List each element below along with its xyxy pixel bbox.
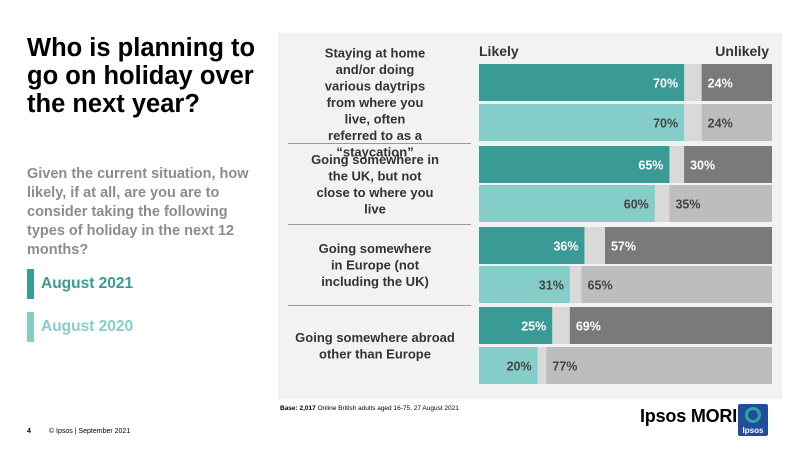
chart-panel: Likely Unlikely Staying at home and/or doin… <box>278 33 782 399</box>
label-likely-2021-1: 70% <box>653 77 678 91</box>
label-likely-2020-4: 20% <box>507 360 532 374</box>
copyright-text: © Ipsos | September 2021 <box>48 428 131 435</box>
bar-likely-2021-2 <box>479 146 670 183</box>
category-label-1: Staying at home and/or doing various daytr… <box>325 46 425 160</box>
label-likely-2020-3: 31% <box>539 279 564 293</box>
category-label-4: Going somewhere abroad other than Europe <box>295 330 455 362</box>
label-unlikely-2020-1: 24% <box>708 117 733 131</box>
header-likely: Likely <box>479 43 519 59</box>
legend-swatch-2020 <box>27 312 34 342</box>
bar-likely-2021-4 <box>479 307 553 344</box>
label-likely-2021-4: 25% <box>521 320 546 334</box>
bar-likely-2020-1 <box>479 104 685 141</box>
ipsos-logo-mark-text: Ipsos <box>743 426 764 435</box>
bar-likely-2020-3 <box>479 266 570 303</box>
bar-likely-2020-4 <box>479 347 538 384</box>
label-unlikely-2020-4: 77% <box>552 360 577 374</box>
bar-likely-2021-1 <box>479 64 685 101</box>
legend-label-2020: August 2020 <box>41 318 134 335</box>
bar-unlikely-2021-2 <box>684 146 772 183</box>
ipsos-logo-icon: Ipsos <box>738 404 768 436</box>
label-likely-2020-2: 60% <box>624 198 649 212</box>
slide-subtitle: Given the current situation, how likely,… <box>27 166 249 258</box>
label-unlikely-2021-4: 69% <box>576 320 601 334</box>
bar-unlikely-2021-3 <box>604 227 772 264</box>
label-likely-2021-3: 36% <box>553 240 578 254</box>
legend-label-2021: August 2021 <box>41 275 134 292</box>
label-unlikely-2021-1: 24% <box>708 77 733 91</box>
bar-unlikely-2020-2 <box>669 185 772 222</box>
base-note: Base: 2,017 Online British adults aged 1… <box>280 405 459 412</box>
label-unlikely-2021-3: 57% <box>611 240 636 254</box>
label-unlikely-2021-2: 30% <box>690 159 715 173</box>
category-label-3: Going somewhere in Europe (not including t… <box>319 241 432 289</box>
bar-unlikely-2021-1 <box>701 64 772 101</box>
base-note-text: Online British adults aged 16-75, 27 Aug… <box>315 405 459 412</box>
label-likely-2020-1: 70% <box>653 117 678 131</box>
label-unlikely-2020-3: 65% <box>588 279 613 293</box>
bar-unlikely-2021-4 <box>569 307 772 344</box>
bar-unlikely-2020-1 <box>701 104 772 141</box>
page-number: 4 <box>27 428 31 435</box>
ipsos-mori-logo-text: Ipsos MORI <box>640 406 738 426</box>
label-unlikely-2020-2: 35% <box>675 198 700 212</box>
base-note-bold: Base: 2,017 <box>280 405 316 412</box>
legend-swatch-2021 <box>27 269 34 299</box>
category-label-2: Going somewhere in the UK, but not close t… <box>311 152 439 217</box>
bar-unlikely-2020-4 <box>546 347 772 384</box>
slide-title: Who is planning to go on holiday over th… <box>27 34 256 118</box>
legend-item-2020: August 2020 <box>27 312 133 342</box>
label-likely-2021-2: 65% <box>638 159 663 173</box>
bar-likely-2020-2 <box>479 185 655 222</box>
bar-likely-2021-3 <box>479 227 585 264</box>
chart-svg: Likely Unlikely Staying at home and/or doin… <box>278 33 782 399</box>
bar-unlikely-2020-3 <box>581 266 772 303</box>
legend-item-2021: August 2021 <box>27 269 133 299</box>
header-unlikely: Unlikely <box>715 43 769 59</box>
footer: 4 © Ipsos | September 2021 <box>27 428 130 435</box>
